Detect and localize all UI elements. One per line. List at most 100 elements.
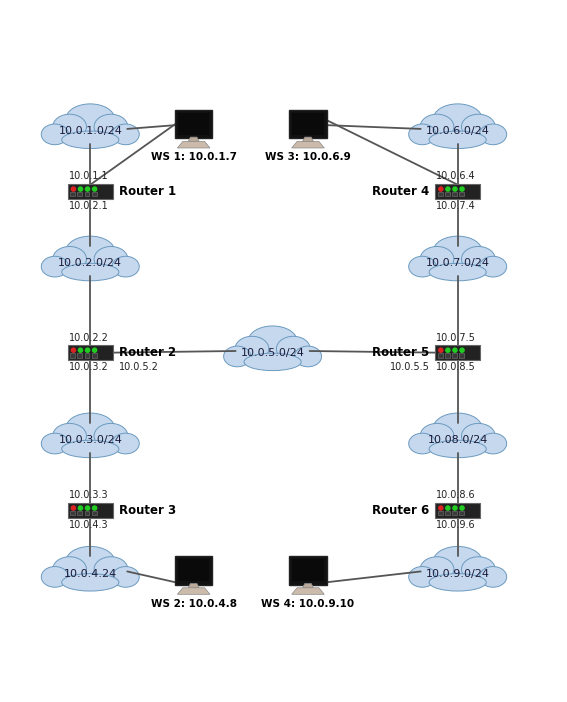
FancyBboxPatch shape: [438, 192, 443, 197]
Ellipse shape: [462, 423, 495, 449]
FancyBboxPatch shape: [452, 353, 457, 357]
FancyBboxPatch shape: [445, 192, 450, 197]
Text: 10.0.9.6: 10.0.9.6: [436, 520, 476, 530]
Text: 10.0.5.5: 10.0.5.5: [390, 362, 429, 372]
Ellipse shape: [41, 567, 69, 588]
Circle shape: [78, 187, 83, 191]
Circle shape: [453, 187, 457, 191]
FancyBboxPatch shape: [438, 353, 443, 357]
FancyBboxPatch shape: [70, 353, 75, 357]
Text: WS 1: 10.0.1.7: WS 1: 10.0.1.7: [151, 152, 236, 162]
FancyBboxPatch shape: [438, 511, 443, 515]
FancyBboxPatch shape: [452, 192, 457, 197]
Circle shape: [86, 348, 90, 352]
Ellipse shape: [235, 336, 269, 362]
Ellipse shape: [66, 546, 115, 577]
Text: 10.0.9.0/24: 10.0.9.0/24: [426, 569, 490, 578]
Ellipse shape: [429, 131, 486, 149]
Circle shape: [92, 348, 97, 352]
Text: Router 4: Router 4: [372, 185, 429, 198]
Ellipse shape: [53, 246, 86, 272]
FancyBboxPatch shape: [84, 192, 90, 197]
FancyBboxPatch shape: [92, 511, 96, 515]
Polygon shape: [188, 583, 199, 588]
Ellipse shape: [420, 246, 454, 272]
Ellipse shape: [409, 567, 436, 588]
Circle shape: [92, 506, 97, 510]
Circle shape: [439, 187, 443, 191]
FancyBboxPatch shape: [459, 192, 464, 197]
Ellipse shape: [480, 124, 507, 145]
Ellipse shape: [94, 246, 128, 272]
Ellipse shape: [433, 236, 482, 267]
Ellipse shape: [66, 236, 115, 267]
Ellipse shape: [433, 104, 482, 134]
Circle shape: [86, 506, 90, 510]
FancyBboxPatch shape: [70, 192, 75, 197]
Ellipse shape: [420, 423, 454, 449]
Text: 10.0.4.3: 10.0.4.3: [69, 520, 108, 530]
FancyBboxPatch shape: [68, 184, 113, 199]
FancyBboxPatch shape: [445, 511, 450, 515]
Circle shape: [453, 506, 457, 510]
Ellipse shape: [62, 574, 119, 591]
Circle shape: [86, 187, 90, 191]
FancyBboxPatch shape: [452, 511, 457, 515]
Circle shape: [92, 187, 97, 191]
Text: WS 2: 10.0.4.8: WS 2: 10.0.4.8: [151, 599, 236, 609]
Ellipse shape: [248, 326, 297, 357]
Circle shape: [446, 506, 450, 510]
Ellipse shape: [94, 114, 128, 139]
Ellipse shape: [480, 433, 507, 454]
Ellipse shape: [244, 353, 301, 371]
Text: Router 3: Router 3: [119, 504, 176, 517]
Polygon shape: [303, 583, 314, 588]
Text: Router 1: Router 1: [119, 185, 176, 198]
Text: 10.0.2.1: 10.0.2.1: [69, 201, 108, 211]
Text: Router 5: Router 5: [372, 346, 429, 359]
Text: 10.0.8.6: 10.0.8.6: [436, 491, 476, 501]
Ellipse shape: [66, 413, 115, 444]
Circle shape: [460, 348, 464, 352]
Text: 10.08.0/24: 10.08.0/24: [428, 435, 488, 445]
Circle shape: [439, 506, 443, 510]
FancyBboxPatch shape: [78, 511, 82, 515]
Ellipse shape: [480, 256, 507, 277]
Polygon shape: [303, 137, 314, 141]
Ellipse shape: [94, 557, 128, 582]
Ellipse shape: [53, 423, 86, 449]
FancyBboxPatch shape: [68, 345, 113, 360]
Ellipse shape: [277, 336, 310, 362]
Polygon shape: [177, 588, 210, 595]
Text: 10.0.4.24: 10.0.4.24: [64, 569, 117, 578]
Ellipse shape: [420, 557, 454, 582]
Text: 10.0.3.3: 10.0.3.3: [69, 491, 108, 501]
Text: 10.0.1.0/24: 10.0.1.0/24: [58, 126, 122, 136]
Circle shape: [71, 348, 75, 352]
Ellipse shape: [112, 433, 139, 454]
Text: 10.0.2.0/24: 10.0.2.0/24: [58, 258, 122, 268]
FancyBboxPatch shape: [445, 353, 450, 357]
Circle shape: [78, 348, 83, 352]
Circle shape: [71, 506, 75, 510]
FancyBboxPatch shape: [435, 184, 480, 199]
Text: Router 6: Router 6: [372, 504, 429, 517]
Text: 10.0.3.0/24: 10.0.3.0/24: [58, 435, 122, 445]
Ellipse shape: [420, 114, 454, 139]
Ellipse shape: [62, 440, 119, 458]
FancyBboxPatch shape: [68, 503, 113, 518]
FancyBboxPatch shape: [175, 110, 213, 138]
Text: 10.0.7.4: 10.0.7.4: [436, 201, 476, 211]
FancyBboxPatch shape: [289, 556, 327, 585]
Text: 10.0.5.0/24: 10.0.5.0/24: [240, 348, 304, 358]
FancyBboxPatch shape: [84, 511, 90, 515]
FancyBboxPatch shape: [92, 353, 96, 357]
Polygon shape: [291, 588, 324, 595]
FancyBboxPatch shape: [435, 503, 480, 518]
Circle shape: [71, 187, 75, 191]
Text: 10.0.5.2: 10.0.5.2: [119, 362, 158, 372]
FancyBboxPatch shape: [84, 353, 90, 357]
FancyBboxPatch shape: [178, 113, 209, 135]
FancyBboxPatch shape: [178, 559, 209, 581]
Text: 10.0.2.2: 10.0.2.2: [69, 333, 108, 343]
